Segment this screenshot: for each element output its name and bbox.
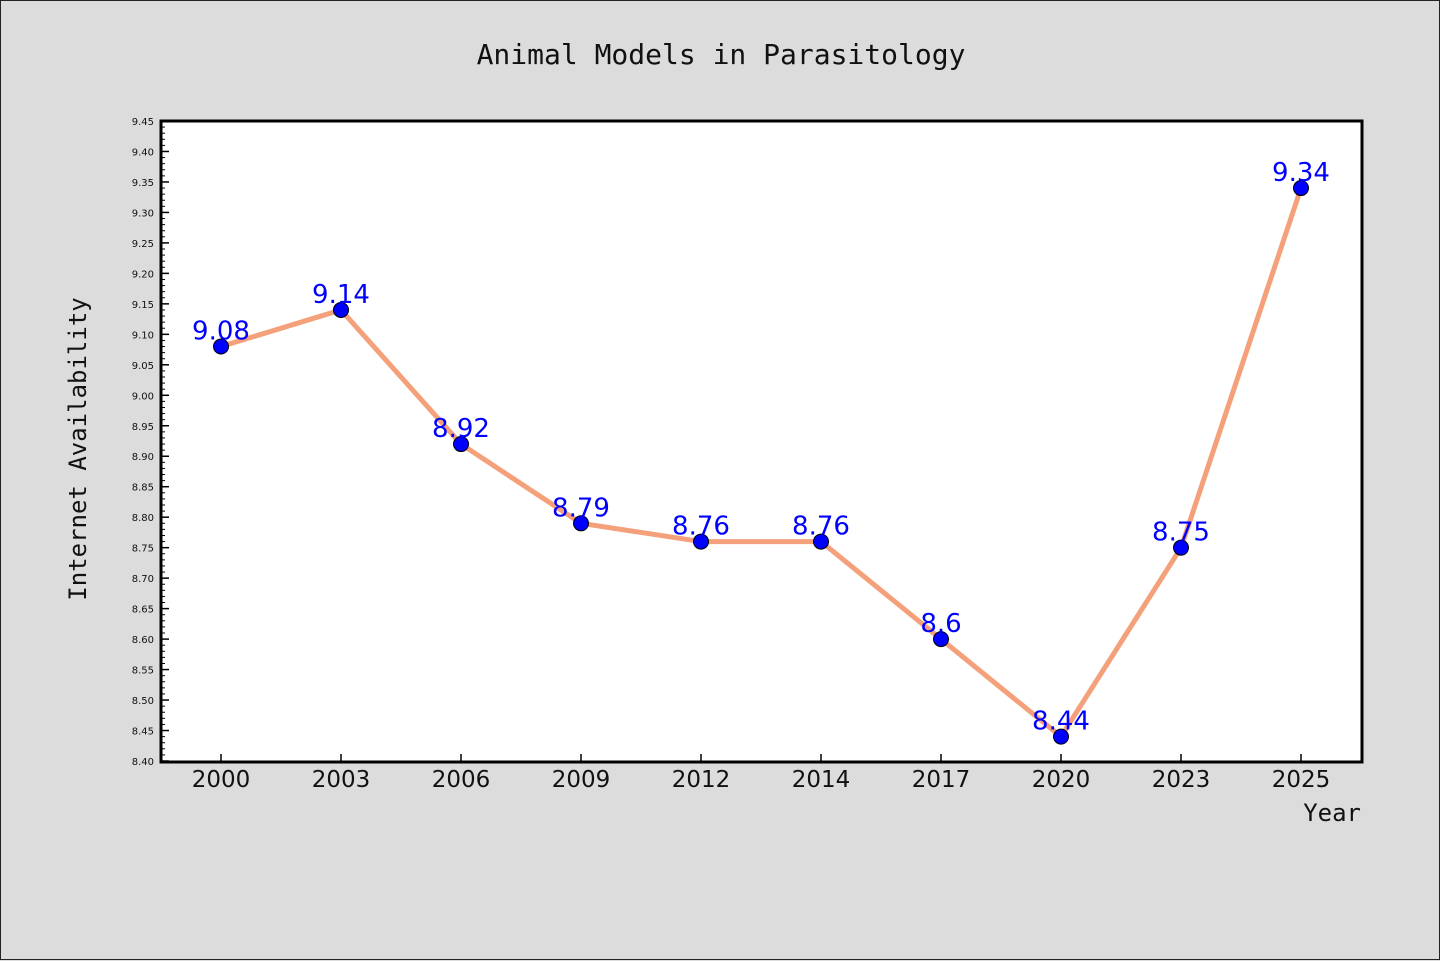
x-tick-label: 2025 <box>1272 767 1331 793</box>
series-line <box>218 185 1304 740</box>
x-axis-label: Year <box>1303 799 1361 827</box>
y-tick-label: 8.45 <box>132 727 154 738</box>
y-tick-label: 9.15 <box>132 300 154 311</box>
x-tick-label: 2017 <box>912 767 971 793</box>
y-axis: 8.40 8.45 8.50 8.55 8.60 8.65 8.70 8.75 8.80 8.85… <box>132 117 169 768</box>
y-tick-label: 8.80 <box>132 513 154 524</box>
data-label: 9.14 <box>312 280 370 310</box>
data-label: 8.44 <box>1032 707 1090 737</box>
y-tick-label: 9.05 <box>132 361 154 372</box>
data-point <box>1173 539 1189 556</box>
y-tick-label: 9.45 <box>132 117 154 128</box>
data-label: 8.76 <box>672 512 730 542</box>
data-labels-group: 9.08 9.14 8.92 8.79 8.76 8.76 8.6 8.44 8.75 9.34 <box>192 158 1330 737</box>
data-label: 9.34 <box>1272 158 1330 188</box>
data-point <box>933 631 949 648</box>
y-tick-label: 8.40 <box>132 757 154 768</box>
y-tick-label: 8.70 <box>132 574 154 585</box>
series-line-group <box>218 185 1304 740</box>
data-point <box>1293 180 1309 197</box>
data-point <box>333 301 349 318</box>
y-tick-label: 9.10 <box>132 330 154 341</box>
x-tick-label: 2003 <box>312 767 371 793</box>
x-tick-label: 2012 <box>672 767 731 793</box>
plot-area <box>159 119 1364 764</box>
y-tick-label: 9.00 <box>132 391 154 402</box>
y-tick-label: 9.35 <box>132 178 154 189</box>
data-label: 9.08 <box>192 317 250 347</box>
y-tick-label: 8.55 <box>132 666 154 677</box>
data-point <box>693 533 709 550</box>
y-tick-label: 9.30 <box>132 208 154 219</box>
y-tick-label: 9.20 <box>132 269 154 280</box>
y-tick-label: 8.50 <box>132 696 154 707</box>
x-tick-label: 2000 <box>192 767 251 793</box>
data-label: 8.76 <box>792 512 850 542</box>
x-tick-label: 2014 <box>792 767 851 793</box>
markers-group <box>213 180 1309 745</box>
x-tick-label: 2020 <box>1032 767 1091 793</box>
data-point <box>213 338 229 355</box>
x-axis: 2000 2003 2006 2009 2012 2014 2017 2020 2023 2025 <box>192 754 1331 793</box>
y-axis-label: Internet Availability <box>64 297 92 600</box>
y-tick-label: 9.40 <box>132 147 154 158</box>
y-tick-label: 9.25 <box>132 239 154 250</box>
y-tick-label: 8.60 <box>132 635 154 646</box>
x-tick-label: 2006 <box>432 767 491 793</box>
x-tick-label: 2009 <box>552 767 611 793</box>
y-tick-label: 8.95 <box>132 422 154 433</box>
data-label: 8.6 <box>920 609 961 639</box>
x-tick-label: 2023 <box>1152 767 1211 793</box>
chart-title: Animal Models in Parasitology <box>477 38 966 71</box>
y-tick-label: 8.75 <box>132 544 154 555</box>
data-label: 8.75 <box>1152 518 1210 548</box>
data-point <box>573 515 589 532</box>
data-point <box>453 436 469 453</box>
y-tick-label: 8.65 <box>132 605 154 616</box>
y-tick-label: 8.85 <box>132 483 154 494</box>
data-label: 8.79 <box>552 493 610 523</box>
data-label: 8.92 <box>432 414 490 444</box>
data-point <box>1053 728 1069 745</box>
y-tick-label: 8.90 <box>132 452 154 463</box>
data-point <box>813 533 829 550</box>
